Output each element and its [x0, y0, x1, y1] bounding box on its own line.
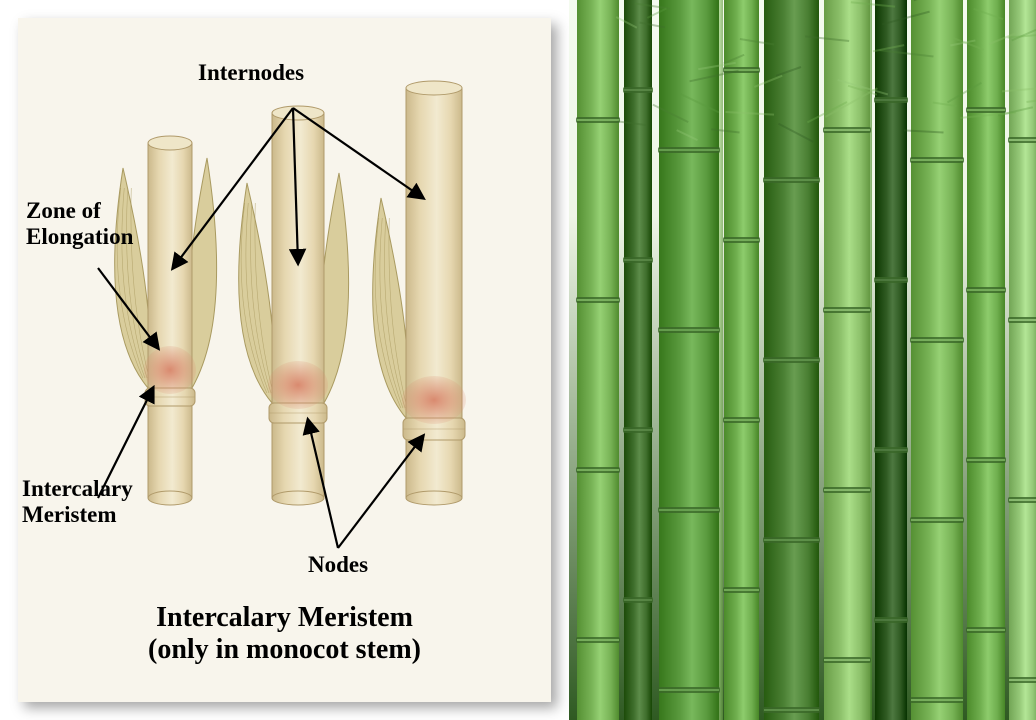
diagram-title: Intercalary Meristem (only in monocot st…	[18, 602, 551, 666]
label-im-l2: Meristem	[22, 502, 117, 527]
label-zone-of-elongation: Zone of Elongation	[26, 198, 133, 251]
label-zone-l2: Elongation	[26, 224, 133, 249]
label-intercalary-meristem: Intercalary Meristem	[22, 476, 133, 529]
diagram-panel: Internodes Zone of Elongation Intercalar…	[0, 0, 569, 720]
photo-panel	[569, 0, 1036, 720]
title-line2: (only in monocot stem)	[18, 634, 551, 666]
label-nodes: Nodes	[308, 552, 368, 578]
label-internodes: Internodes	[198, 60, 304, 86]
label-zone-l1: Zone of	[26, 198, 101, 223]
label-im-l1: Intercalary	[22, 476, 133, 501]
diagram-svg	[18, 18, 551, 702]
bamboo-photo	[569, 0, 1036, 720]
diagram-card: Internodes Zone of Elongation Intercalar…	[18, 18, 551, 702]
title-line1: Intercalary Meristem	[18, 602, 551, 634]
